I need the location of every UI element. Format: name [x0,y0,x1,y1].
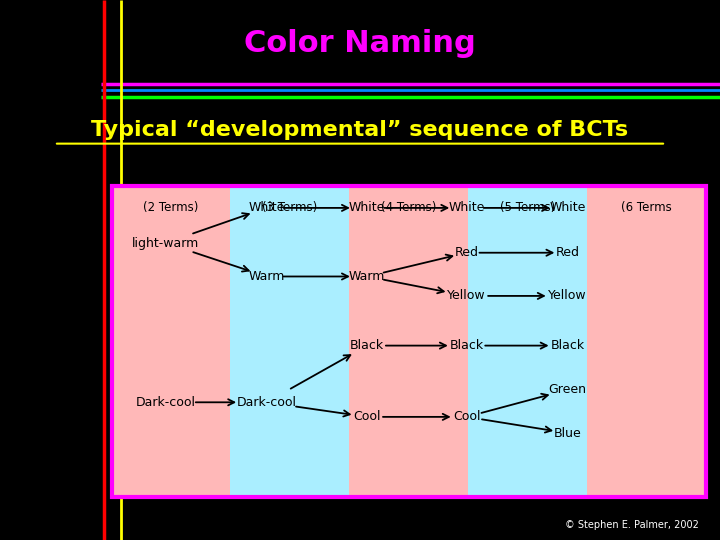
Text: Black: Black [449,339,484,352]
Text: Warm: Warm [349,270,385,283]
Bar [230,186,349,497]
Text: (5 Terms): (5 Terms) [500,201,555,214]
Text: light-warm: light-warm [132,237,199,249]
Text: (3 Terms): (3 Terms) [262,201,318,214]
Text: (2 Terms): (2 Terms) [143,201,199,214]
Text: White: White [449,201,485,214]
Text: Black: Black [550,339,585,352]
Text: Cool: Cool [354,410,381,423]
Text: Yellow: Yellow [548,289,587,302]
Text: White: White [549,201,585,214]
Text: Red: Red [454,246,479,259]
Text: (6 Terms: (6 Terms [621,201,672,214]
Text: White: White [349,201,385,214]
Bar [112,186,706,497]
Text: Warm: Warm [248,270,284,283]
Text: Typical “developmental” sequence of BCTs: Typical “developmental” sequence of BCTs [91,119,629,140]
Text: © Stephen E. Palmer, 2002: © Stephen E. Palmer, 2002 [564,520,698,530]
Text: Color Naming: Color Naming [244,29,476,58]
Text: Dark-cool: Dark-cool [135,396,196,409]
Text: Red: Red [555,246,580,259]
Text: Dark-cool: Dark-cool [236,396,297,409]
Text: White: White [248,201,284,214]
Bar [468,186,587,497]
Bar [112,186,230,497]
Bar [587,186,706,497]
Text: Yellow: Yellow [447,289,486,302]
Text: Blue: Blue [554,427,581,440]
Text: Black: Black [350,339,384,352]
Text: Cool: Cool [453,410,480,423]
Text: Green: Green [549,383,586,396]
Bar [349,186,468,497]
Text: (4 Terms): (4 Terms) [381,201,436,214]
